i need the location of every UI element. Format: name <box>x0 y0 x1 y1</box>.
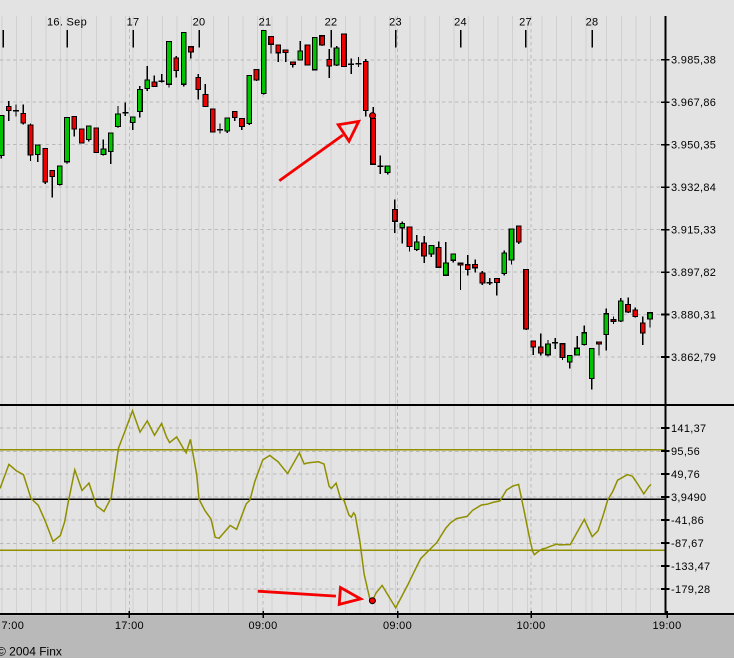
svg-text:09:00: 09:00 <box>248 620 277 632</box>
svg-text:-179,28: -179,28 <box>671 584 710 596</box>
svg-text:23: 23 <box>389 17 402 29</box>
svg-text:3.950,35: 3.950,35 <box>671 140 716 152</box>
svg-text:3.985,38: 3.985,38 <box>671 55 716 67</box>
svg-text:10:00: 10:00 <box>516 620 545 632</box>
svg-text:3.862,79: 3.862,79 <box>671 352 716 364</box>
svg-text:3.897,82: 3.897,82 <box>671 267 716 279</box>
svg-text:49,76: 49,76 <box>671 469 700 481</box>
svg-text:09:00: 09:00 <box>383 620 412 632</box>
svg-text:3.880,31: 3.880,31 <box>671 309 716 321</box>
svg-text:20: 20 <box>193 17 206 29</box>
svg-text:3.967,86: 3.967,86 <box>671 97 716 109</box>
svg-text:17: 17 <box>127 17 140 29</box>
svg-text:95,56: 95,56 <box>671 446 700 458</box>
svg-text:© 2004 Finx: © 2004 Finx <box>0 645 62 659</box>
svg-text:16. Sep: 16. Sep <box>47 17 87 29</box>
svg-text:-41,86: -41,86 <box>671 515 704 527</box>
svg-text:17:00: 17:00 <box>115 620 144 632</box>
svg-text:-133,47: -133,47 <box>671 561 710 573</box>
svg-text:21: 21 <box>259 17 272 29</box>
svg-text:3,9490: 3,9490 <box>671 492 706 504</box>
svg-text:22: 22 <box>325 17 338 29</box>
svg-text:27: 27 <box>519 17 532 29</box>
svg-text:3.932,84: 3.932,84 <box>671 182 716 194</box>
svg-text:19:00: 19:00 <box>652 620 681 632</box>
svg-text:-87,67: -87,67 <box>671 538 704 550</box>
svg-text:141,37: 141,37 <box>671 423 706 435</box>
svg-text:28: 28 <box>586 17 599 29</box>
svg-text:7:00: 7:00 <box>2 620 25 632</box>
svg-text:24: 24 <box>454 17 467 29</box>
svg-text:3.915,33: 3.915,33 <box>671 224 716 236</box>
